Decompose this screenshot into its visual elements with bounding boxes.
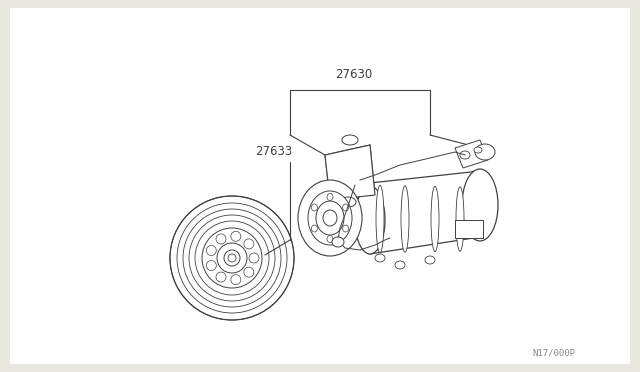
Ellipse shape	[401, 186, 409, 252]
Ellipse shape	[224, 250, 240, 266]
Ellipse shape	[332, 237, 344, 247]
Ellipse shape	[475, 144, 495, 160]
Ellipse shape	[316, 201, 344, 235]
Ellipse shape	[376, 185, 384, 253]
Ellipse shape	[474, 147, 482, 153]
Ellipse shape	[342, 225, 349, 232]
Ellipse shape	[249, 253, 259, 263]
Ellipse shape	[244, 239, 254, 249]
Text: 27630: 27630	[335, 68, 372, 81]
Ellipse shape	[327, 193, 333, 201]
Ellipse shape	[202, 228, 262, 288]
Ellipse shape	[216, 234, 226, 244]
Ellipse shape	[228, 254, 236, 262]
Text: N17/000P: N17/000P	[532, 348, 575, 357]
Ellipse shape	[312, 204, 317, 211]
Polygon shape	[455, 140, 488, 168]
Ellipse shape	[170, 196, 294, 320]
Ellipse shape	[308, 191, 352, 245]
Ellipse shape	[231, 231, 241, 241]
Ellipse shape	[327, 235, 333, 243]
Ellipse shape	[231, 275, 241, 285]
Ellipse shape	[323, 210, 337, 226]
Ellipse shape	[206, 246, 216, 256]
Ellipse shape	[462, 169, 498, 241]
Bar	[455, 220, 483, 238]
Ellipse shape	[395, 261, 405, 269]
Ellipse shape	[456, 187, 464, 251]
Ellipse shape	[206, 260, 216, 270]
Text: 27633: 27633	[255, 145, 292, 158]
Ellipse shape	[425, 256, 435, 264]
Ellipse shape	[217, 243, 247, 273]
Ellipse shape	[342, 204, 349, 211]
Ellipse shape	[375, 254, 385, 262]
Ellipse shape	[342, 135, 358, 145]
Ellipse shape	[312, 225, 317, 232]
Ellipse shape	[460, 151, 470, 159]
Ellipse shape	[298, 180, 362, 256]
Ellipse shape	[244, 267, 254, 277]
Ellipse shape	[431, 186, 439, 252]
Polygon shape	[370, 171, 480, 254]
Polygon shape	[325, 145, 375, 200]
Ellipse shape	[355, 186, 385, 254]
Ellipse shape	[340, 197, 356, 207]
Ellipse shape	[216, 272, 226, 282]
